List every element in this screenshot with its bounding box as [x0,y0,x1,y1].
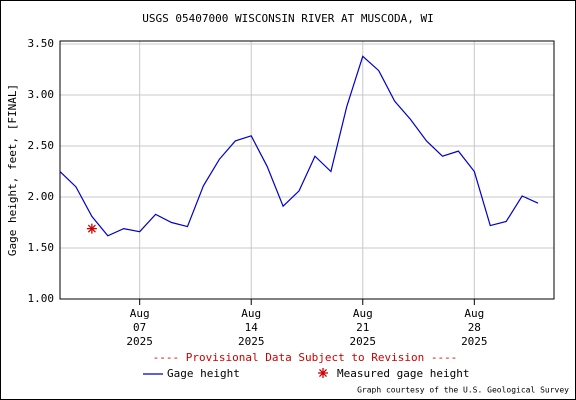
credit: Graph courtesy of the U.S. Geological Su… [357,386,569,395]
legend-label: Measured gage height [337,367,469,380]
x-tick-label: Aug 21 2025 [349,307,377,348]
x-tick-label: Aug 14 2025 [237,307,265,348]
chart-title: USGS 05407000 WISCONSIN RIVER AT MUSCODA… [142,12,433,25]
y-tick-label: 2.00 [28,190,55,203]
gage-line [59,55,539,237]
y-tick-label: 3.00 [28,88,55,101]
x-tick-label: Aug 28 2025 [461,307,488,348]
measurement-point [86,223,97,234]
y-tick-label: 3.50 [28,37,55,50]
y-tick-label: 2.50 [28,139,55,152]
notice: ---- Provisional Data Subject to Revisio… [153,351,458,364]
star-stroke [319,369,327,377]
y-axis-label: Gage height, feet, [FINAL] [6,84,19,256]
plot-frame [59,40,555,300]
legend-label: Gage height [167,367,240,380]
x-tick-label: Aug 07 2025 [126,307,153,348]
y-tick-label: 1.50 [28,241,55,254]
star-stroke [87,224,96,233]
y-tick-label: 1.00 [28,292,55,305]
legend-marker [318,368,328,378]
